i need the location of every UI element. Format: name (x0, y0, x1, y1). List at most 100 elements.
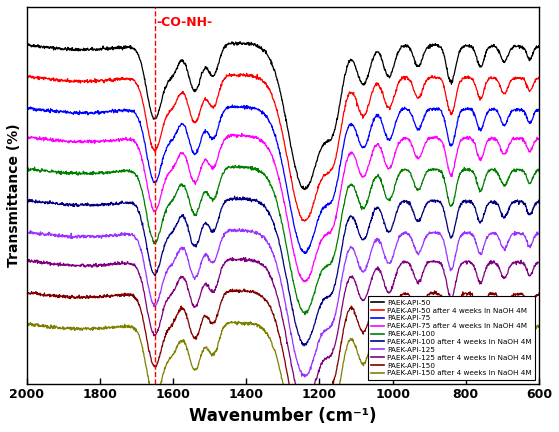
PAEK-API-100 after 4 weeks In NaOH 4M (529, 211, 536, 216)
PAEK-API-100 (260, 171, 267, 176)
PAEK-API-75 after 4 weeks In NaOH 4M (239, 131, 245, 136)
PAEK-API-150 after 4 weeks In NaOH 4M (23, 322, 30, 327)
PAEK-API-50 (260, 48, 267, 53)
PAEK-API-125 (536, 231, 542, 236)
PAEK-API-150 (536, 290, 542, 295)
PAEK-API-100 after 4 weeks In NaOH 4M (260, 202, 267, 207)
PAEK-API-100 (23, 165, 30, 171)
PAEK-API-100 (148, 232, 154, 237)
PAEK-API-125 (440, 237, 447, 242)
PAEK-API-100 after 4 weeks In NaOH 4M (200, 224, 206, 229)
PAEK-API-100 after 4 weeks In NaOH 4M (23, 197, 30, 203)
PAEK-API-50 (301, 187, 307, 192)
PAEK-API-75 (529, 117, 536, 122)
PAEK-API-150 after 4 weeks In NaOH 4M (260, 326, 267, 331)
PAEK-API-150 after 4 weeks In NaOH 4M (235, 319, 241, 324)
PAEK-API-150 (23, 289, 30, 295)
Line: PAEK-API-150: PAEK-API-150 (26, 289, 539, 432)
Line: PAEK-API-125 after 4 weeks In NaOH 4M: PAEK-API-125 after 4 weeks In NaOH 4M (26, 257, 539, 406)
PAEK-API-50 after 4 weeks In NaOH 4M (148, 142, 154, 147)
PAEK-API-100 (200, 192, 206, 197)
PAEK-API-50 after 4 weeks In NaOH 4M (200, 100, 206, 105)
PAEK-API-75 (23, 106, 30, 111)
PAEK-API-75 after 4 weeks In NaOH 4M (440, 141, 447, 146)
PAEK-API-75 (301, 251, 308, 256)
PAEK-API-125 after 4 weeks In NaOH 4M (23, 259, 30, 264)
PAEK-API-150 (440, 297, 447, 302)
PAEK-API-100 (536, 169, 542, 174)
PAEK-API-150 (529, 302, 536, 307)
PAEK-API-75 (148, 171, 154, 176)
PAEK-API-125 (23, 229, 30, 235)
PAEK-API-75 (292, 230, 299, 235)
Legend: PAEK-API-50, PAEK-API-50 after 4 weeks In NaOH 4M, PAEK-API-75, PAEK-API-75 afte: PAEK-API-50, PAEK-API-50 after 4 weeks I… (368, 296, 536, 380)
PAEK-API-125 (529, 241, 536, 246)
PAEK-API-50 (200, 70, 206, 75)
PAEK-API-100 (232, 163, 239, 168)
PAEK-API-50 after 4 weeks In NaOH 4M (440, 80, 447, 86)
PAEK-API-100 (529, 177, 536, 182)
PAEK-API-125 (236, 226, 243, 231)
Line: PAEK-API-100: PAEK-API-100 (26, 165, 539, 314)
PAEK-API-75 after 4 weeks In NaOH 4M (23, 136, 30, 141)
PAEK-API-75 after 4 weeks In NaOH 4M (148, 198, 154, 203)
Line: PAEK-API-50: PAEK-API-50 (26, 41, 539, 190)
PAEK-API-150 after 4 weeks In NaOH 4M (529, 333, 536, 338)
PAEK-API-50 after 4 weeks In NaOH 4M (292, 199, 299, 204)
PAEK-API-150 (292, 413, 299, 418)
PAEK-API-100 after 4 weeks In NaOH 4M (440, 205, 447, 210)
X-axis label: Wavenumber (cm⁻¹): Wavenumber (cm⁻¹) (189, 407, 377, 425)
PAEK-API-50 (536, 44, 542, 50)
PAEK-API-50 after 4 weeks In NaOH 4M (536, 76, 542, 81)
PAEK-API-75 after 4 weeks In NaOH 4M (260, 139, 267, 144)
PAEK-API-150 after 4 weeks In NaOH 4M (440, 329, 447, 334)
PAEK-API-75 after 4 weeks In NaOH 4M (200, 160, 206, 165)
PAEK-API-50 after 4 weeks In NaOH 4M (301, 219, 308, 224)
PAEK-API-75 after 4 weeks In NaOH 4M (529, 147, 536, 152)
PAEK-API-100 after 4 weeks In NaOH 4M (536, 200, 542, 206)
PAEK-API-125 (148, 294, 154, 299)
PAEK-API-125 after 4 weeks In NaOH 4M (302, 403, 309, 408)
PAEK-API-100 (440, 175, 447, 180)
PAEK-API-75 (260, 110, 267, 115)
PAEK-API-50 after 4 weeks In NaOH 4M (529, 86, 536, 91)
PAEK-API-50 (529, 53, 536, 58)
PAEK-API-50 after 4 weeks In NaOH 4M (23, 75, 30, 80)
PAEK-API-50 (440, 51, 447, 56)
PAEK-API-75 after 4 weeks In NaOH 4M (301, 279, 308, 284)
PAEK-API-50 after 4 weeks In NaOH 4M (243, 71, 250, 76)
PAEK-API-125 after 4 weeks In NaOH 4M (200, 284, 206, 289)
PAEK-API-150 (148, 354, 154, 359)
PAEK-API-75 (440, 113, 447, 118)
Y-axis label: Transmittance (%): Transmittance (%) (7, 124, 21, 267)
PAEK-API-50 after 4 weeks In NaOH 4M (260, 80, 267, 85)
PAEK-API-125 after 4 weeks In NaOH 4M (292, 382, 299, 388)
PAEK-API-75 (229, 102, 236, 108)
PAEK-API-150 (200, 315, 206, 320)
Line: PAEK-API-100 after 4 weeks In NaOH 4M: PAEK-API-100 after 4 weeks In NaOH 4M (26, 196, 539, 346)
PAEK-API-125 (260, 234, 267, 239)
PAEK-API-125 after 4 weeks In NaOH 4M (529, 270, 536, 275)
Line: PAEK-API-150 after 4 weeks In NaOH 4M: PAEK-API-150 after 4 weeks In NaOH 4M (26, 321, 539, 432)
PAEK-API-125 after 4 weeks In NaOH 4M (536, 260, 542, 265)
PAEK-API-125 (292, 353, 299, 358)
PAEK-API-75 (200, 131, 206, 136)
PAEK-API-150 after 4 weeks In NaOH 4M (536, 325, 542, 330)
PAEK-API-75 (536, 108, 542, 113)
Text: -CO-NH-: -CO-NH- (157, 16, 212, 29)
PAEK-API-150 (241, 286, 248, 292)
Line: PAEK-API-75: PAEK-API-75 (26, 105, 539, 253)
PAEK-API-125 (301, 374, 308, 379)
Line: PAEK-API-75 after 4 weeks In NaOH 4M: PAEK-API-75 after 4 weeks In NaOH 4M (26, 133, 539, 282)
PAEK-API-125 after 4 weeks In NaOH 4M (240, 255, 247, 260)
PAEK-API-75 after 4 weeks In NaOH 4M (536, 136, 542, 141)
Line: PAEK-API-125: PAEK-API-125 (26, 229, 539, 377)
PAEK-API-100 after 4 weeks In NaOH 4M (292, 321, 299, 327)
PAEK-API-100 (292, 290, 299, 295)
PAEK-API-150 after 4 weeks In NaOH 4M (148, 387, 154, 392)
PAEK-API-100 after 4 weeks In NaOH 4M (301, 343, 307, 349)
PAEK-API-50 (236, 39, 243, 44)
PAEK-API-75 after 4 weeks In NaOH 4M (292, 258, 299, 264)
PAEK-API-150 (260, 295, 267, 301)
PAEK-API-125 after 4 weeks In NaOH 4M (440, 267, 447, 272)
